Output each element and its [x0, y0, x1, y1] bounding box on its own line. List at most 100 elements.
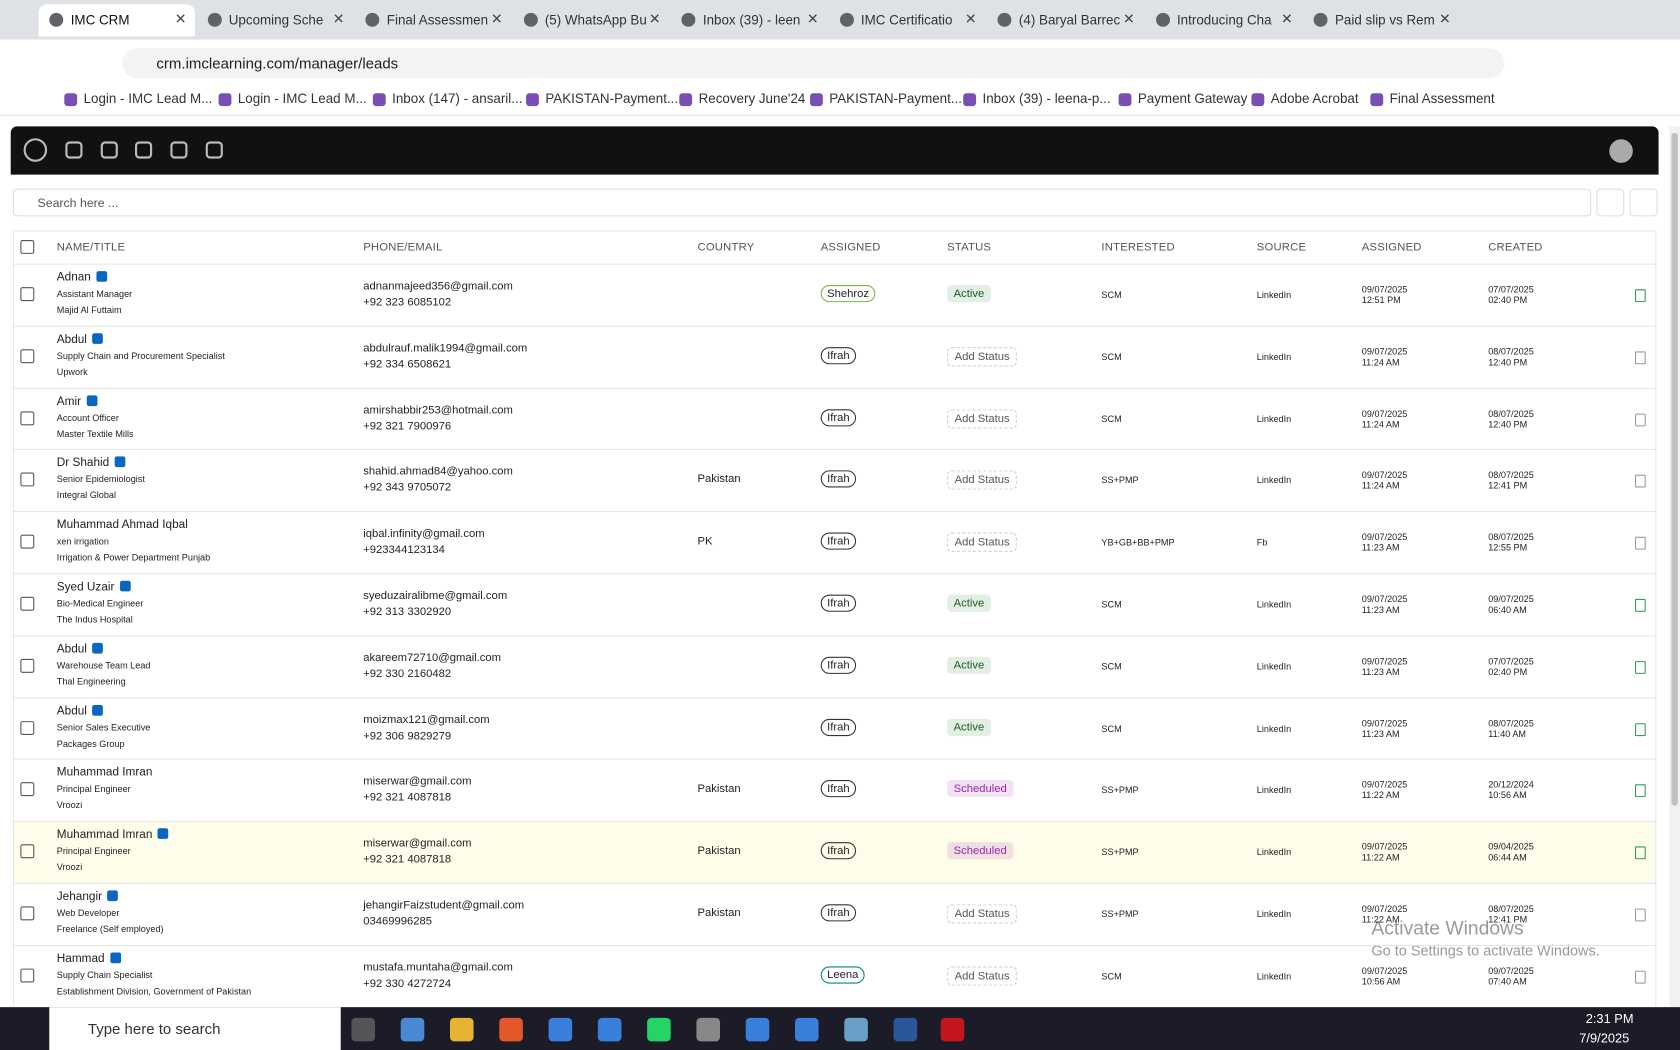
table-row[interactable] — [12, 635, 1657, 698]
column-header[interactable]: CREATED — [1488, 241, 1543, 254]
note-icon[interactable] — [1635, 289, 1646, 303]
linkedin-icon[interactable] — [107, 890, 119, 902]
table-row[interactable] — [12, 511, 1657, 574]
linkedin-icon[interactable] — [119, 580, 131, 592]
search-input[interactable]: Search here ... — [12, 188, 1592, 217]
browser-tab[interactable]: Final Assessmen ✕ — [355, 4, 511, 36]
linkedin-icon[interactable] — [96, 271, 107, 282]
note-icon[interactable] — [1635, 536, 1646, 550]
browser-tab[interactable]: Introducing Cha ✕ — [1145, 4, 1301, 36]
select-all-checkbox[interactable] — [20, 240, 35, 254]
note-icon[interactable] — [1635, 784, 1646, 798]
assigned-badge[interactable]: Ifrah — [820, 718, 857, 736]
assigned-badge[interactable]: Ifrah — [820, 470, 857, 488]
row-checkbox[interactable] — [20, 844, 35, 859]
browser-tab[interactable]: Paid slip vs Rem ✕ — [1303, 4, 1459, 36]
taskbar-app[interactable] — [745, 1017, 770, 1042]
table-row[interactable] — [12, 758, 1657, 822]
column-header[interactable]: INTERESTED — [1101, 241, 1175, 254]
status-badge[interactable]: Add Status — [947, 346, 1018, 367]
browser-tab[interactable]: IMC CRM ✕ — [38, 4, 196, 37]
lead-name[interactable]: Muhammad Ahmad Iqbal — [56, 518, 188, 532]
status-badge[interactable]: Add Status — [947, 966, 1018, 986]
header-icon[interactable] — [135, 141, 153, 159]
status-badge[interactable]: Scheduled — [947, 780, 1014, 798]
column-header[interactable]: ASSIGNED — [1361, 241, 1422, 254]
assigned-badge[interactable]: Ifrah — [820, 656, 857, 674]
table-row[interactable] — [12, 387, 1657, 450]
taskbar-app[interactable] — [940, 1017, 965, 1042]
lead-name[interactable]: Abdul — [57, 642, 104, 655]
status-badge[interactable]: Active — [947, 285, 991, 303]
browser-tab[interactable]: Inbox (39) - leen ✕ — [671, 4, 827, 36]
linkedin-icon[interactable] — [114, 456, 126, 468]
bookmark[interactable]: Login - IMC Lead M... — [64, 91, 212, 107]
bookmark[interactable]: Inbox (147) - ansaril... — [372, 91, 522, 107]
scrollbar-thumb[interactable] — [1671, 132, 1678, 806]
assigned-badge[interactable]: Ifrah — [820, 594, 857, 612]
linkedin-icon[interactable] — [92, 642, 104, 654]
row-checkbox[interactable] — [20, 782, 35, 797]
bookmark[interactable]: Inbox (39) - leena-p... — [963, 91, 1111, 107]
taskbar-app[interactable] — [351, 1017, 376, 1042]
note-icon[interactable] — [1635, 846, 1646, 860]
lead-name[interactable]: Muhammad Imran — [57, 828, 169, 841]
linkedin-icon[interactable] — [157, 828, 169, 840]
status-badge[interactable]: Add Status — [947, 470, 1018, 491]
avatar[interactable] — [1609, 139, 1633, 163]
assigned-badge[interactable]: Ifrah — [820, 532, 857, 550]
header-icon[interactable] — [23, 138, 48, 162]
bookmark[interactable]: Final Assessment — [1370, 91, 1495, 107]
taskbar-app[interactable] — [548, 1017, 573, 1042]
note-icon[interactable] — [1635, 970, 1646, 984]
tab-close[interactable]: ✕ — [1439, 10, 1451, 27]
taskbar-app[interactable] — [893, 1017, 918, 1042]
lead-name[interactable]: Muhammad Imran — [56, 766, 153, 780]
lead-name[interactable]: Abdul — [57, 704, 104, 717]
lead-name[interactable]: Adnan — [57, 271, 107, 284]
taskbar-app[interactable] — [696, 1017, 721, 1042]
assigned-badge[interactable]: Ifrah — [820, 842, 857, 860]
status-badge[interactable]: Add Status — [947, 532, 1018, 552]
tab-close[interactable]: ✕ — [1122, 10, 1135, 27]
linkedin-icon[interactable] — [92, 332, 104, 344]
assigned-badge[interactable]: Shehroz — [820, 285, 876, 303]
browser-tab[interactable]: IMC Certificatio ✕ — [829, 4, 985, 36]
taskbar-app[interactable] — [450, 1017, 474, 1042]
bookmark[interactable]: PAKISTAN-Payment... — [526, 91, 678, 107]
url-field[interactable]: crm.imclearning.com/manager/leads — [122, 48, 1505, 79]
row-checkbox[interactable] — [20, 596, 35, 611]
browser-tab[interactable]: (5) WhatsApp Bu ✕ — [513, 4, 669, 36]
note-icon[interactable] — [1635, 413, 1646, 426]
table-row[interactable] — [12, 944, 1657, 1007]
lead-name[interactable]: Syed Uzair — [57, 580, 131, 594]
assigned-badge[interactable]: Ifrah — [820, 780, 857, 798]
status-badge[interactable]: Active — [947, 594, 991, 612]
lead-name[interactable]: Hammad — [57, 952, 121, 965]
bookmark[interactable]: Adobe Acrobat — [1251, 91, 1359, 107]
tab-close[interactable]: ✕ — [174, 10, 187, 27]
row-checkbox[interactable] — [20, 658, 35, 673]
row-checkbox[interactable] — [20, 410, 35, 425]
assigned-badge[interactable]: Ifrah — [820, 904, 857, 922]
bookmark[interactable]: PAKISTAN-Payment... — [810, 91, 962, 107]
browser-tab[interactable]: Upcoming Sche ✕ — [197, 4, 353, 36]
taskbar-app[interactable] — [844, 1017, 868, 1042]
table-row[interactable] — [12, 697, 1657, 760]
row-checkbox[interactable] — [20, 287, 35, 302]
header-icon[interactable] — [100, 141, 118, 159]
linkedin-icon[interactable] — [92, 704, 104, 716]
note-icon[interactable] — [1635, 722, 1646, 736]
column-header[interactable]: ASSIGNED — [820, 241, 881, 254]
row-checkbox[interactable] — [20, 534, 35, 549]
lead-name[interactable]: Amir — [57, 394, 98, 408]
table-row[interactable] — [12, 882, 1657, 946]
row-checkbox[interactable] — [20, 349, 35, 363]
row-checkbox[interactable] — [20, 968, 35, 983]
assigned-badge[interactable]: Leena — [820, 966, 865, 984]
status-badge[interactable]: Add Status — [947, 904, 1018, 924]
column-header[interactable]: STATUS — [947, 241, 992, 254]
table-row[interactable] — [12, 820, 1657, 884]
note-icon[interactable] — [1635, 598, 1646, 612]
note-icon[interactable] — [1635, 475, 1646, 488]
